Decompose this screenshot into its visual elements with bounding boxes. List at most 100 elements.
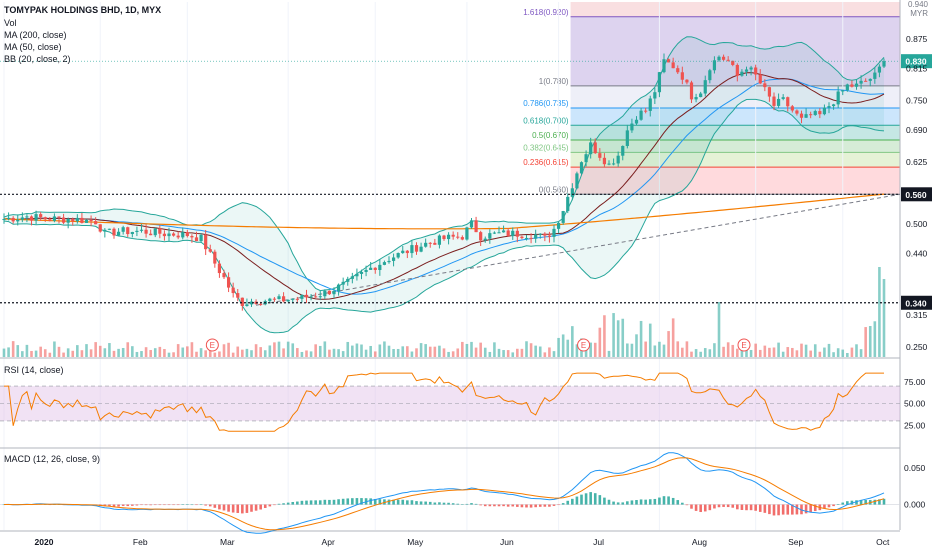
candle-body: [309, 296, 313, 298]
macd-histogram-bar: [584, 493, 588, 505]
candle-body: [479, 232, 483, 241]
candle-body: [740, 71, 744, 76]
volume-bar: [612, 313, 615, 357]
candle-body: [749, 67, 753, 70]
volume-bar: [868, 326, 872, 357]
volume-bar: [726, 342, 730, 357]
macd-histogram-bar: [758, 504, 762, 512]
legend-ma50[interactable]: MA (50, close): [4, 42, 62, 52]
macd-histogram-bar: [373, 498, 377, 505]
macd-histogram-bar: [291, 501, 295, 505]
macd-histogram-bar: [465, 503, 469, 505]
candle-body: [685, 79, 689, 83]
trend-line: [255, 193, 901, 306]
macd-histogram-bar: [804, 504, 808, 514]
macd-histogram-bar: [236, 504, 240, 513]
volume-bar: [786, 347, 790, 357]
macd-histogram-bar: [112, 504, 116, 507]
legend-macd[interactable]: MACD (12, 26, close, 9): [4, 454, 101, 464]
volume-bar: [186, 346, 189, 357]
candle-body: [2, 219, 6, 221]
candle-body: [171, 233, 176, 236]
volume-bar: [768, 347, 771, 357]
volume-bar: [827, 343, 831, 357]
candle-body: [786, 97, 790, 107]
candle-body: [373, 267, 377, 271]
candle-body: [593, 142, 597, 154]
candle-body: [16, 219, 20, 222]
candle-body: [190, 236, 194, 238]
macd-histogram-bar: [717, 504, 721, 508]
legend-ma200[interactable]: MA (200, close): [4, 30, 67, 40]
volume-bar: [135, 351, 139, 357]
volume-bar: [676, 341, 680, 357]
macd-histogram-bar: [726, 504, 730, 508]
macd-tick-label: 0.050: [904, 463, 926, 473]
candle-body: [61, 217, 66, 223]
candle-body: [644, 110, 648, 112]
legend-volume[interactable]: Vol: [4, 18, 17, 28]
fib-level-label: 1.618(0.920): [523, 8, 569, 17]
fibonacci-retracement[interactable]: 1.618(0.920) 1(0.780) 0.786(0.735) 0.618(0.…: [523, 2, 900, 195]
macd-histogram-bar: [832, 504, 835, 507]
rsi-tick-label: 75.00: [904, 377, 926, 387]
candle-body: [841, 90, 845, 92]
macd-histogram-bar: [534, 504, 537, 508]
candle-body: [217, 263, 222, 274]
fib-level-label: 1(0.780): [539, 77, 569, 86]
candle-body: [662, 59, 666, 73]
volume-bar: [635, 334, 638, 357]
candle-body: [534, 234, 538, 239]
volume-bar: [447, 351, 450, 357]
macd-histogram-bar: [529, 504, 533, 508]
candle-body: [249, 301, 254, 305]
macd-histogram-bar: [401, 499, 405, 505]
volume-bar: [66, 348, 70, 357]
volume-bar: [149, 349, 152, 357]
volume-bar: [80, 350, 84, 357]
macd-histogram-bar: [497, 504, 501, 507]
volume-bar: [442, 348, 446, 357]
volume-bar: [639, 320, 643, 357]
volume-bar: [364, 349, 368, 357]
bollinger-bands: [3, 36, 885, 334]
bb-lower: [3, 98, 885, 334]
candle-body: [763, 83, 767, 88]
volume-bar: [589, 342, 592, 357]
candle-body: [75, 217, 79, 222]
candle-body: [391, 257, 396, 261]
macd-histogram-bar: [671, 497, 675, 505]
macd-histogram-bar: [181, 504, 185, 505]
volume-bar: [722, 346, 725, 357]
macd-histogram-bar: [447, 502, 450, 505]
legend-bb[interactable]: BB (20, close, 2): [4, 54, 71, 64]
candle-body: [442, 235, 446, 240]
horizontal-levels[interactable]: 0.560 0.340 0.830: [0, 54, 932, 310]
symbol-title[interactable]: TOMYPAK HOLDINGS BHD, 1D, MYX: [4, 5, 162, 15]
volume-bar: [222, 344, 226, 357]
candle-body: [332, 290, 336, 295]
fib-zone: [570, 2, 900, 17]
volume-bar: [859, 349, 863, 357]
volume-bar: [566, 339, 570, 357]
macd-histogram-bar: [318, 500, 322, 505]
volume-bar: [626, 343, 629, 357]
volume-bar: [396, 348, 400, 357]
macd-histogram-bar: [263, 504, 267, 508]
time-tick-label: Feb: [133, 537, 148, 547]
candle-body: [433, 242, 437, 245]
macd-histogram-bar: [516, 504, 519, 507]
last-price-tag: [901, 54, 932, 69]
candle-body: [818, 111, 822, 115]
candle-body: [497, 232, 501, 234]
macd-histogram-bar: [722, 504, 725, 507]
candle-body: [570, 188, 574, 197]
macd-histogram-bar: [227, 504, 230, 512]
legend-rsi[interactable]: RSI (14, close): [4, 365, 64, 375]
macd-histogram-bar: [245, 504, 249, 513]
macd-histogram-bar: [282, 503, 285, 505]
macd-histogram-bar: [855, 500, 858, 505]
volume-bar: [277, 341, 281, 357]
